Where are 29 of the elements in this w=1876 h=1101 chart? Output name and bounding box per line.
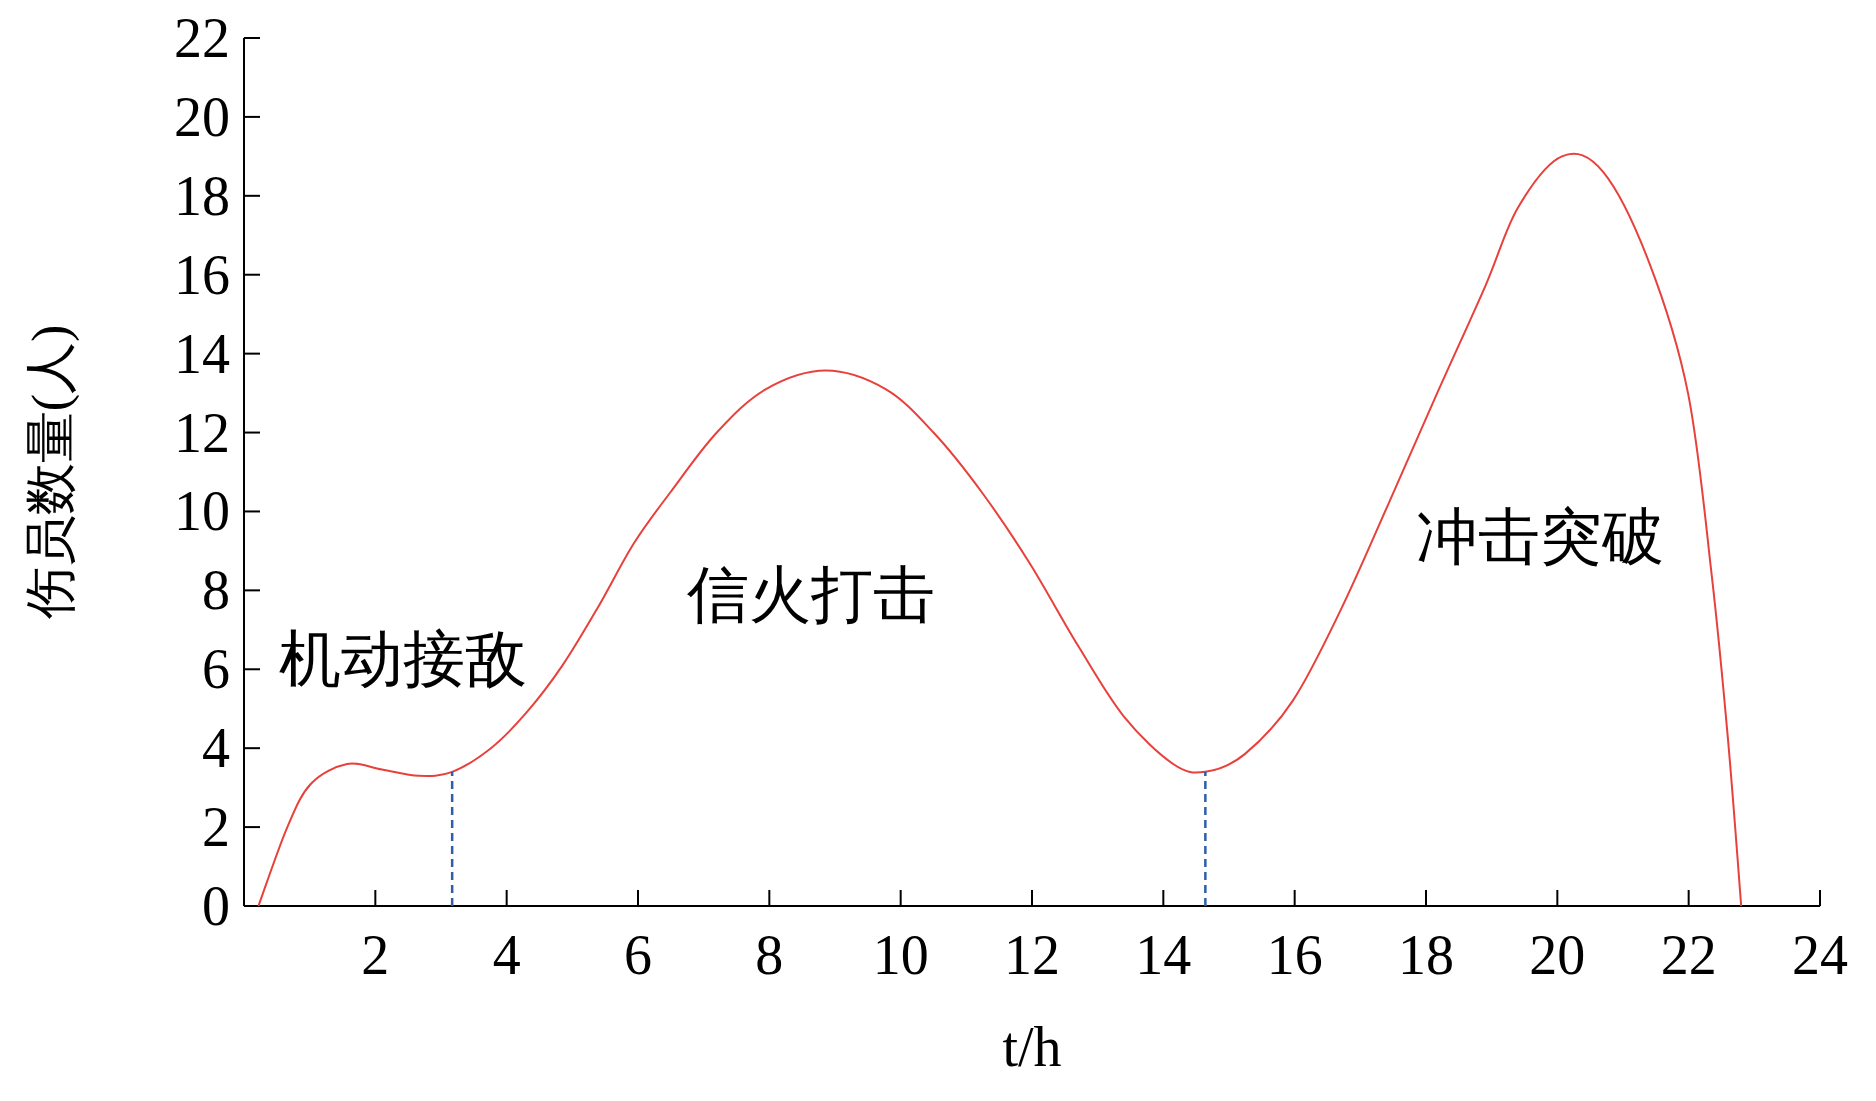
x-tick-label: 22 — [1660, 924, 1717, 986]
y-tick-label: 12 — [174, 401, 230, 464]
y-tick-label: 14 — [174, 322, 230, 385]
annotation: 信火打击 — [687, 561, 935, 629]
y-tick-label: 6 — [202, 638, 230, 701]
y-axis-title: 伤员数量(人) — [22, 324, 80, 620]
x-tick-label: 24 — [1792, 924, 1848, 986]
x-tick-label: 2 — [361, 924, 390, 986]
x-tick-label: 4 — [492, 924, 521, 986]
y-tick-label: 18 — [174, 164, 230, 227]
y-tick-label: 20 — [174, 85, 230, 148]
annotation: 冲击突破 — [1416, 503, 1664, 571]
x-tick-label: 18 — [1398, 924, 1454, 986]
y-tick-label: 8 — [202, 559, 230, 622]
y-tick-label: 22 — [174, 7, 230, 69]
x-tick-label: 14 — [1135, 924, 1192, 986]
x-tick-label: 6 — [624, 924, 652, 986]
x-tick-label: 20 — [1529, 924, 1586, 986]
y-tick-label: 10 — [174, 480, 230, 543]
y-tick-label: 4 — [202, 717, 230, 780]
x-tick-label: 8 — [755, 924, 784, 986]
x-axis-title: t/h — [1002, 1016, 1062, 1078]
y-tick-label: 16 — [174, 243, 230, 306]
x-tick-label: 16 — [1266, 924, 1323, 986]
x-tick-label: 12 — [1004, 924, 1060, 986]
y-tick-label: 0 — [202, 875, 230, 937]
x-tick-label: 10 — [872, 924, 929, 986]
y-tick-label: 2 — [202, 796, 230, 859]
annotation: 机动接敌 — [279, 625, 527, 693]
